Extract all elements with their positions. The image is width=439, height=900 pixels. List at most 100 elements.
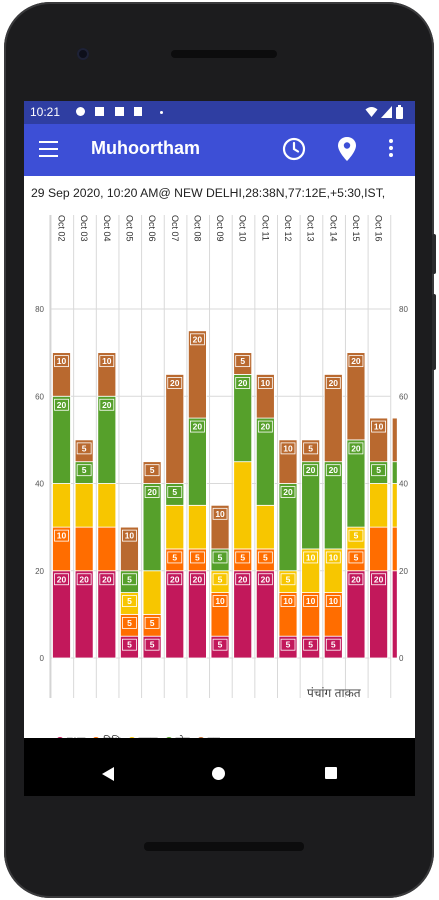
data-label: 5 <box>127 574 132 584</box>
data-label: 5 <box>150 640 155 650</box>
location-pin-icon[interactable] <box>337 136 357 162</box>
data-label: 5 <box>82 443 87 453</box>
home-icon[interactable] <box>212 767 225 780</box>
bar-segment <box>233 461 253 550</box>
data-label: 5 <box>150 465 155 475</box>
bar-segment <box>74 439 94 463</box>
data-label: 10 <box>329 552 339 562</box>
x-tick-label: Oct 10 <box>238 215 248 242</box>
data-label-box <box>99 355 115 368</box>
bar-segment <box>210 504 230 550</box>
menu-icon[interactable] <box>39 141 58 157</box>
data-label: 20 <box>57 574 67 584</box>
sd-card-icon <box>134 107 142 116</box>
battery-icon <box>396 105 403 119</box>
data-label: 10 <box>283 443 293 453</box>
data-label-box <box>144 616 160 629</box>
navigation-bar <box>24 738 415 796</box>
bar-segment <box>165 374 185 484</box>
bar-segment <box>391 483 398 528</box>
bar-segment <box>97 483 117 528</box>
data-label-box <box>212 551 228 564</box>
data-label: 10 <box>215 596 225 606</box>
data-label: 20 <box>351 443 361 453</box>
data-label-box <box>76 573 92 586</box>
recents-icon[interactable] <box>325 767 337 779</box>
data-label-box <box>144 638 160 651</box>
data-label: 5 <box>286 640 291 650</box>
x-tick-label: Oct 09 <box>215 215 225 242</box>
data-label-box <box>280 595 296 607</box>
bar-segment <box>74 526 94 572</box>
bar-segment <box>52 483 71 528</box>
data-label-box <box>325 551 341 564</box>
data-label: 5 <box>127 618 132 628</box>
data-label-box <box>325 464 341 477</box>
x-tick-label: Oct 02 <box>57 215 67 242</box>
bar-segment <box>301 439 321 463</box>
data-label-box <box>280 486 296 498</box>
data-label: 10 <box>261 378 271 388</box>
bar-segment <box>120 526 139 572</box>
data-label: 20 <box>351 574 361 584</box>
data-label: 10 <box>329 596 339 606</box>
data-label: 5 <box>331 640 336 650</box>
panchang-strength-chart: 0 0 20 20 40 40 60 60 80 80 20 10 20 10 Oct 02 20 5 5 Oct … <box>35 215 408 698</box>
bar-segment <box>142 461 162 484</box>
data-label-box <box>54 398 69 411</box>
data-label-box <box>189 420 205 433</box>
data-label-box <box>348 355 364 368</box>
data-label-box <box>99 573 115 586</box>
data-label: 10 <box>102 356 112 366</box>
notification-icon <box>95 107 104 116</box>
signal-icon <box>381 106 392 118</box>
x-tick-label: Oct 08 <box>192 215 202 242</box>
data-label-box <box>280 442 296 455</box>
data-label-box <box>257 551 273 564</box>
data-label: 20 <box>102 400 112 410</box>
y-tick-label-right: 20 <box>399 567 408 576</box>
bar-segment <box>187 504 207 550</box>
data-label-box <box>348 573 364 586</box>
data-label: 5 <box>172 487 177 497</box>
bar-segment <box>391 570 398 659</box>
data-label-box <box>303 595 319 607</box>
data-label-box <box>235 573 251 586</box>
data-label: 20 <box>329 465 339 475</box>
x-tick-label: Oct 16 <box>374 215 384 242</box>
clock-icon[interactable] <box>282 137 306 161</box>
bar-segment <box>323 374 343 463</box>
data-label-box <box>348 551 364 564</box>
bar-segment <box>391 417 398 463</box>
data-label: 20 <box>238 574 248 584</box>
data-label: 10 <box>57 531 67 541</box>
y-tick-label: 20 <box>35 567 44 576</box>
data-label-box <box>167 551 183 564</box>
data-label: 5 <box>354 552 359 562</box>
data-label-box <box>189 551 205 564</box>
data-label-box <box>303 464 319 477</box>
app-screen: 10:21 Muhoortham 29 Sep 2020, 10:20 AM@ … <box>24 101 415 796</box>
back-icon[interactable] <box>102 767 114 781</box>
data-label-box <box>167 573 183 586</box>
bar-segment <box>278 439 298 484</box>
power-button <box>432 234 436 274</box>
data-label-box <box>167 486 183 498</box>
data-label: 20 <box>170 574 180 584</box>
data-label: 20 <box>193 334 203 344</box>
y-tick-label: 0 <box>40 654 45 663</box>
more-vert-icon[interactable] <box>388 139 394 159</box>
bar-segment <box>369 417 389 463</box>
data-label-box <box>235 377 251 389</box>
data-label-box <box>212 595 228 607</box>
data-label-box <box>303 442 319 455</box>
data-label: 5 <box>150 618 155 628</box>
data-label: 20 <box>329 378 339 388</box>
data-label: 10 <box>215 509 225 519</box>
data-label-box <box>325 377 341 389</box>
y-tick-label-right: 60 <box>399 392 408 401</box>
bar-segment <box>52 352 71 397</box>
data-label-box <box>348 442 364 455</box>
data-label-box <box>235 551 251 564</box>
data-label-box <box>212 573 228 586</box>
